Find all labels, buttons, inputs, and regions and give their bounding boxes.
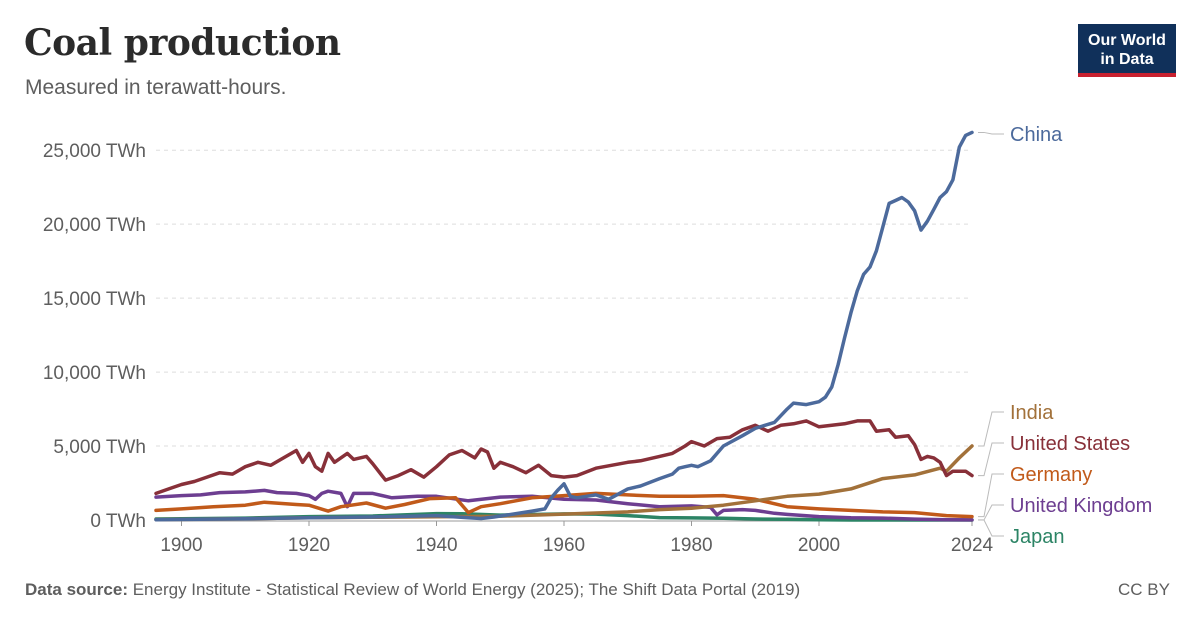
owid-logo[interactable]: Our World in Data (1078, 24, 1176, 77)
y-tick-label: 20,000 TWh (43, 215, 146, 236)
x-tick-label: 1960 (543, 535, 585, 556)
x-tick-label: 1980 (670, 535, 712, 556)
y-tick-label: 5,000 TWh (53, 437, 146, 458)
license-link[interactable]: CC BY (1118, 580, 1170, 599)
series-line-united-kingdom (154, 488, 974, 522)
page-subtitle: Measured in terawatt-hours. (25, 76, 287, 99)
series-line-united-states (154, 419, 974, 496)
series-label: China (1010, 124, 1063, 146)
logo-line-2: in Data (1100, 51, 1154, 68)
source-label: Data source: (25, 580, 128, 599)
series-label: Japan (1010, 526, 1065, 548)
series-line-germany (154, 491, 974, 519)
series-label: India (1010, 402, 1054, 424)
x-tick-label: 1900 (160, 535, 202, 556)
label-connector (978, 131, 1004, 135)
label-connector (978, 442, 1004, 477)
x-tick-label: 2024 (951, 535, 994, 556)
label-connector (978, 411, 1004, 447)
logo-line-1: Our World (1088, 32, 1166, 49)
label-connector (978, 473, 1004, 518)
series-label: Germany (1010, 464, 1092, 486)
footer-source: Data source: Energy Institute - Statisti… (25, 580, 800, 600)
series-label: United Kingdom (1010, 495, 1152, 517)
series-line-china (154, 130, 974, 522)
y-tick-label: 25,000 TWh (43, 141, 146, 162)
series-label: United States (1010, 433, 1130, 455)
label-connector (978, 519, 1004, 537)
page-title: Coal production (24, 22, 341, 64)
y-tick-label: 10,000 TWh (43, 363, 146, 384)
source-text[interactable]: Energy Institute - Statistical Review of… (132, 580, 801, 599)
x-tick-label: 1940 (415, 535, 457, 556)
x-tick-label: 1920 (288, 535, 330, 556)
label-connector (978, 504, 1004, 521)
x-tick-label: 2000 (798, 535, 840, 556)
y-tick-label: 15,000 TWh (43, 289, 146, 310)
y-tick-label: 0 TWh (90, 511, 146, 532)
